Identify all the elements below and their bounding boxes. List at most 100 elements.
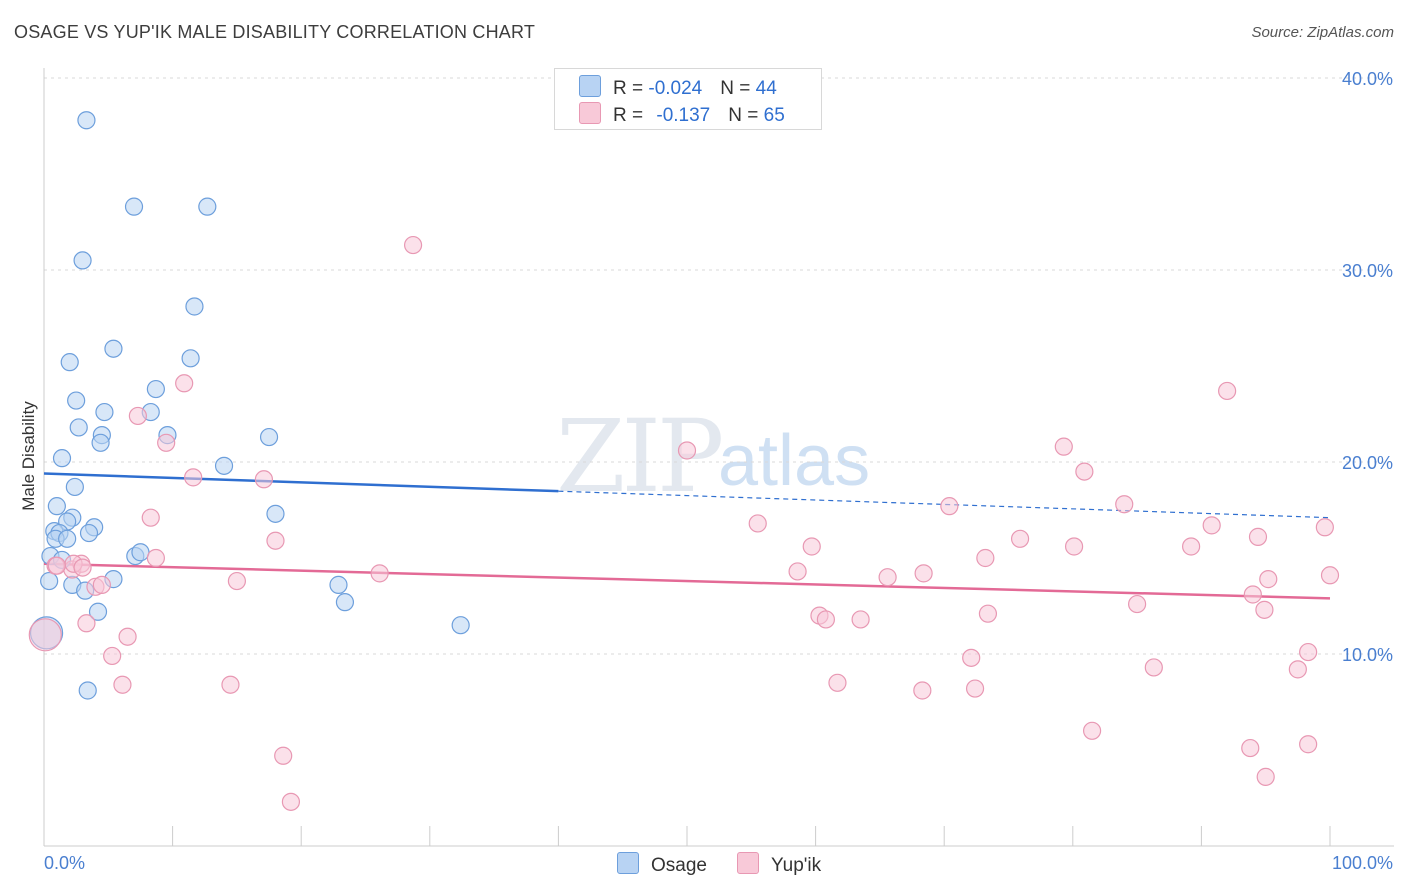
- yupik-point: [1115, 495, 1134, 514]
- yupik-point: [113, 675, 132, 694]
- yupik-point: [1315, 518, 1334, 537]
- osage-point: [77, 111, 96, 130]
- osage-point: [259, 427, 279, 447]
- osage-point: [88, 602, 108, 621]
- y-tick-label: 30.0%: [1342, 261, 1393, 281]
- yupik-legend-swatch: [737, 852, 759, 874]
- n-label: N =: [720, 78, 756, 99]
- legend-item-osage: Osage: [617, 852, 707, 877]
- osage-point: [60, 353, 79, 372]
- yupik-point: [1320, 566, 1340, 585]
- yupik-point: [802, 537, 821, 556]
- yupik-point: [370, 564, 389, 583]
- yupik-point: [1218, 381, 1237, 401]
- yupik-point: [103, 646, 122, 666]
- yupik-point: [118, 627, 137, 646]
- yupik-point: [92, 575, 111, 594]
- osage-trend-solid: [43, 472, 559, 493]
- yupik-point: [1299, 642, 1318, 662]
- yupik-point: [828, 673, 847, 692]
- y-tick-label: 10.0%: [1342, 645, 1393, 665]
- yupik-point: [1075, 462, 1094, 481]
- osage-point: [104, 339, 123, 358]
- x-tick-label-max: 100.0%: [1332, 853, 1393, 873]
- osage-point: [52, 449, 72, 468]
- yupik-point: [73, 558, 92, 577]
- osage-point: [198, 197, 217, 216]
- yupik-point: [1248, 527, 1268, 546]
- tick-labels: 10.0% 20.0% 30.0% 40.0% 0.0% 100.0% Male Disab…: [19, 69, 1393, 873]
- osage-point: [78, 681, 97, 700]
- r-label: R =: [613, 78, 649, 99]
- osage-point: [451, 616, 470, 635]
- yupik-point: [175, 374, 194, 393]
- yupik-point: [141, 508, 160, 527]
- r-value: -0.137: [656, 105, 711, 126]
- yupik-point: [1182, 537, 1201, 556]
- yupik-point: [1010, 529, 1030, 548]
- legend-item-yupik: Yup'ik: [737, 852, 821, 877]
- trend-lines: [43, 472, 1331, 600]
- yupik-point: [1288, 660, 1307, 679]
- yupik-point: [1299, 735, 1318, 754]
- yupik-point: [221, 675, 240, 694]
- y-tick-label: 20.0%: [1342, 453, 1393, 473]
- osage-legend-swatch: [617, 852, 639, 874]
- yupik-point: [1127, 594, 1147, 614]
- yupik-point: [184, 468, 203, 487]
- yupik-point: [1054, 437, 1073, 456]
- osage-point: [67, 391, 86, 410]
- yupik-point: [1255, 600, 1274, 619]
- source-label: Source: ZipAtlas.com: [1251, 24, 1394, 41]
- yupik-point: [962, 648, 981, 667]
- data-points: [28, 111, 1340, 811]
- osage-point: [69, 418, 88, 437]
- osage-trend-dashed: [558, 490, 1331, 519]
- yupik-point: [677, 441, 697, 460]
- osage-point: [58, 529, 77, 548]
- osage-point: [185, 297, 204, 316]
- yupik-point: [227, 571, 246, 591]
- osage-point: [65, 477, 84, 497]
- yupik-point: [1256, 767, 1275, 786]
- yupik-point: [47, 556, 66, 575]
- yupik-point: [28, 618, 62, 652]
- x-tick-label-min: 0.0%: [44, 853, 85, 873]
- osage-point: [91, 433, 110, 452]
- yupik-point: [816, 610, 835, 629]
- yupik-point: [274, 746, 293, 765]
- watermark-atlas: atlas: [718, 421, 871, 501]
- yupik-point: [851, 610, 870, 629]
- yupik-point: [266, 531, 285, 550]
- osage-legend-label: Osage: [651, 855, 707, 876]
- yupik-point: [128, 406, 147, 426]
- n-value: 65: [763, 105, 785, 126]
- chart-title: OSAGE VS YUP'IK MALE DISABILITY CORRELAT…: [14, 22, 536, 42]
- yupik-point: [1259, 570, 1278, 589]
- osage-point: [79, 523, 99, 543]
- yupik-point: [157, 433, 176, 452]
- osage-swatch: [579, 75, 601, 97]
- axes: [43, 68, 1394, 847]
- osage-point: [95, 402, 114, 422]
- yupik-point: [965, 679, 985, 698]
- grid-lines: [44, 77, 1394, 655]
- yupik-point: [914, 564, 933, 583]
- legend-row-osage: R = -0.024 N = 44: [579, 75, 777, 99]
- yupik-point: [77, 614, 96, 633]
- yupik-point: [146, 548, 165, 568]
- legend-row-yupik: R = -0.137 N = 65: [579, 102, 785, 126]
- yupik-point: [1241, 738, 1260, 758]
- yupik-point: [913, 681, 932, 700]
- osage-point: [146, 379, 165, 399]
- osage-point: [47, 497, 66, 516]
- yupik-legend-label: Yup'ik: [771, 855, 822, 876]
- yupik-trend-line: [43, 562, 1331, 600]
- yupik-point: [403, 235, 423, 255]
- y-axis-title: Male Disability: [19, 401, 38, 511]
- yupik-point: [976, 548, 995, 568]
- yupik-point: [878, 568, 897, 587]
- osage-point: [329, 575, 348, 594]
- r-value: -0.024: [648, 78, 703, 99]
